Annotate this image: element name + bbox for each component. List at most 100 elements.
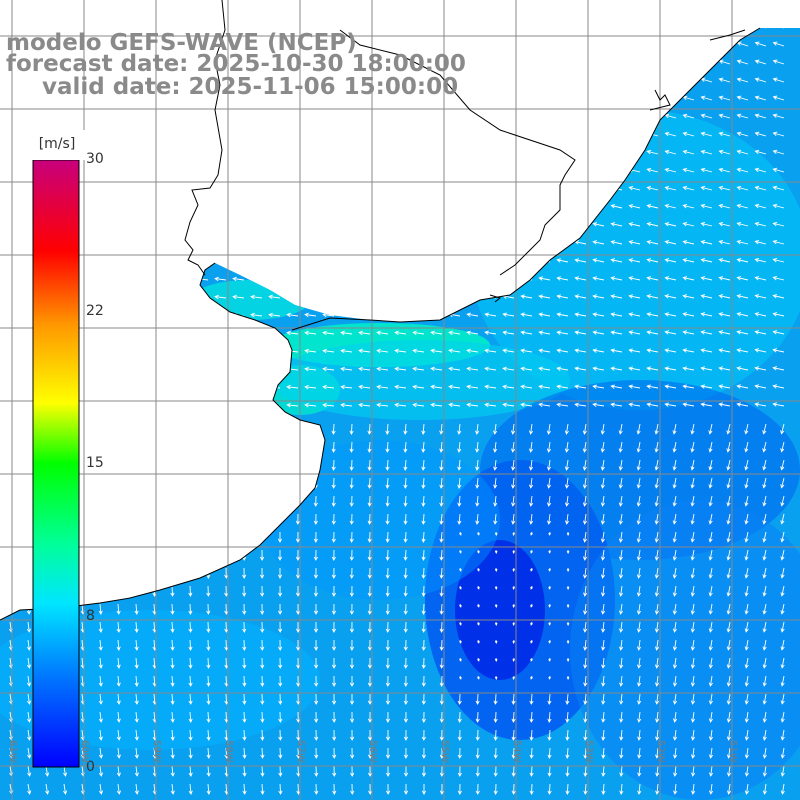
wind-arrow (780, 531, 785, 543)
wind-arrow (278, 585, 283, 597)
wind-arrow (403, 639, 408, 651)
wind-arrow (574, 384, 587, 389)
wind-arrow (314, 657, 319, 669)
wind-arrow (726, 495, 731, 507)
wind-arrow (494, 531, 498, 536)
wind-arrow (286, 312, 299, 318)
wind-arrow (296, 729, 301, 741)
wind-arrow (421, 657, 426, 669)
wind-arrow (260, 621, 265, 633)
wind-arrow (654, 693, 660, 705)
wind-arrow (439, 441, 444, 453)
wind-arrow (403, 585, 408, 597)
wind-arrow (295, 568, 301, 579)
wind-arrow (655, 747, 660, 759)
longitude-label: 55W (439, 740, 450, 763)
wind-arrow (27, 711, 32, 723)
wind-arrow (708, 531, 713, 543)
wind-arrow (610, 204, 623, 209)
wind-arrow (206, 657, 211, 669)
wind-arrow (610, 384, 623, 389)
wind-arrow (736, 221, 749, 227)
wind-arrow (512, 531, 516, 536)
wind-arrow (484, 330, 497, 335)
wind-arrow (762, 495, 767, 507)
wind-arrow (475, 459, 480, 471)
wind-arrow (459, 657, 462, 662)
wind-arrow (376, 330, 389, 336)
wind-arrow (682, 185, 695, 191)
wind-arrow (385, 730, 391, 741)
wind-arrow (188, 711, 193, 723)
wind-arrow (116, 621, 121, 633)
wind-arrow (439, 459, 444, 471)
wind-arrow (690, 711, 696, 723)
wind-arrow (772, 221, 785, 227)
wind-arrow (600, 549, 606, 561)
wind-arrow (134, 603, 139, 615)
wind-arrow (206, 603, 211, 615)
wind-arrow (188, 747, 193, 759)
wind-arrow (564, 495, 570, 507)
wind-arrow (242, 621, 247, 633)
wind-arrow (459, 531, 462, 536)
wind-arrow (224, 567, 229, 579)
wind-arrow (477, 657, 480, 662)
wind-arrow (250, 312, 263, 318)
wind-arrow (98, 657, 103, 669)
wind-arrow (528, 477, 534, 489)
wind-arrow (654, 459, 659, 471)
wind-arrow (780, 747, 785, 759)
wind-arrow (690, 621, 695, 633)
wind-arrow (548, 621, 552, 626)
wind-arrow (754, 221, 767, 227)
wind-arrow (457, 441, 462, 453)
wind-arrow (313, 622, 319, 633)
wind-arrow (421, 531, 426, 543)
wind-arrow (780, 729, 785, 741)
wind-arrow (564, 477, 570, 489)
wind-arrow (394, 348, 407, 354)
wind-arrow (690, 585, 695, 597)
wind-arrow (574, 330, 587, 335)
wind-arrow (672, 477, 677, 489)
wind-arrow (780, 765, 785, 777)
wind-arrow (780, 621, 785, 633)
wind-arrow (430, 384, 443, 390)
wind-arrow (260, 567, 265, 579)
wind-arrow (700, 294, 713, 299)
wind-arrow (98, 693, 103, 705)
wind-arrow (242, 657, 247, 669)
wind-arrow (368, 747, 373, 759)
wind-arrow (754, 185, 767, 191)
wind-arrow (98, 603, 103, 615)
wind-arrow (754, 77, 767, 83)
wind-arrow (459, 585, 462, 590)
wind-arrow (206, 711, 211, 723)
wind-arrow (98, 747, 104, 759)
wind-arrow (708, 603, 713, 615)
wind-arrow (754, 167, 767, 173)
wind-arrow (170, 657, 175, 669)
wind-arrow (296, 603, 301, 615)
wind-arrow (242, 783, 247, 795)
wind-arrow (331, 495, 336, 507)
wind-arrow (332, 675, 337, 687)
wind-arrow (700, 95, 713, 101)
wind-arrow (403, 441, 408, 453)
wind-arrow (512, 639, 516, 644)
wind-arrow (331, 640, 337, 651)
wind-arrow (349, 621, 354, 633)
wind-arrow (314, 765, 319, 777)
wind-arrow (592, 366, 605, 371)
wind-arrow (601, 729, 606, 741)
wind-arrow (421, 549, 426, 561)
wind-arrow (582, 549, 588, 561)
wind-arrow (116, 639, 121, 651)
wind-arrow (331, 585, 336, 597)
wind-arrow (618, 567, 624, 579)
wind-arrow (385, 639, 390, 651)
wind-arrow (583, 585, 588, 597)
wind-arrow (556, 276, 569, 281)
wind-arrow (296, 711, 301, 723)
